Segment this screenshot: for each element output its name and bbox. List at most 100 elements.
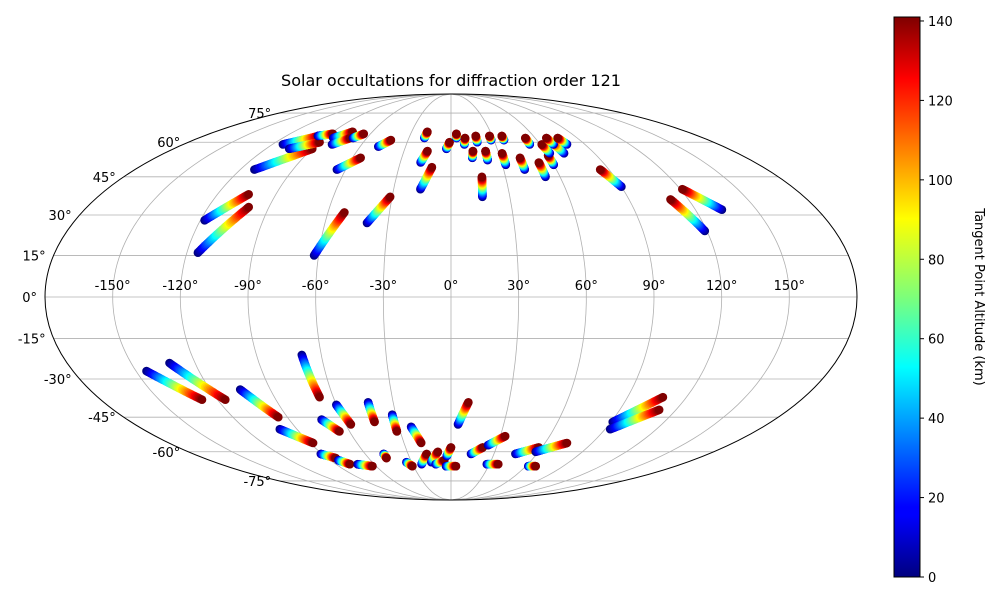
occultation-track [416,146,432,167]
track-point [423,127,432,137]
colorbar-tick-label: 140 [928,15,953,30]
track-point [370,417,379,427]
track-point [452,129,461,139]
occultation-track [481,146,492,165]
colorbar-gradient [893,16,921,578]
track-point [356,153,366,163]
occultation-track [471,131,482,147]
lon-tick-label: -60° [302,279,330,294]
graticule [45,94,857,500]
track-point [451,461,461,471]
colorbar: 0 20 40 60 80 100 120 140 Tangent Point Altitud… [893,15,986,586]
track-point [392,427,402,436]
track-point [386,135,396,145]
lon-tick-label: -90° [234,279,262,294]
track-point [531,461,540,471]
occultation-track [420,127,432,143]
colorbar-tick-label: 60 [928,333,945,348]
track-point [308,438,318,448]
colorbar-tick-label: 0 [928,571,936,586]
lon-tick-label: 120° [706,279,737,294]
track-point [460,133,470,143]
occultation-track [193,202,253,257]
occultation-track [332,153,366,174]
track-point [340,208,349,217]
track-point [382,453,391,463]
track-point [427,162,437,172]
lat-tick-label: 30° [49,209,72,224]
track-point [562,438,572,448]
track-point [359,129,369,139]
occultation-track [416,162,437,194]
track-point [678,184,687,194]
track-point [481,146,490,156]
lon-tick-label: 30° [507,279,530,294]
occultation-track [374,135,396,151]
colorbar-tick-label: 40 [928,412,945,427]
colorbar-tick-label: 100 [928,174,953,189]
occultation-tracks [142,127,727,471]
occultation-track [362,192,395,228]
lon-tick-label: -30° [369,279,397,294]
track-point [445,137,454,147]
lat-tick-label: -15° [18,333,46,348]
chart-title: Solar occultations for diffraction order… [281,71,621,90]
track-point [244,190,253,199]
lon-tick-label: 90° [642,279,665,294]
colorbar-ticks: 0 20 40 60 80 100 120 140 [920,15,953,586]
track-point [471,131,481,141]
lat-tick-label: 45° [93,171,116,186]
lon-tick-label: 150° [774,279,805,294]
occultation-track [284,137,324,154]
lat-tick-label: -60° [153,446,181,461]
track-point [221,395,230,405]
occultation-track [309,208,349,260]
track-point [542,133,551,143]
track-point [468,146,478,156]
occultation-track [442,137,454,154]
track-point [346,420,356,429]
occultation-track [460,133,470,149]
track-point [494,459,503,469]
track-point [654,405,664,415]
track-point [416,438,426,448]
colorbar-tick-label: 80 [928,253,945,268]
track-point [197,395,207,405]
occultation-track [348,129,369,143]
occultation-track [468,146,478,163]
colorbar-label: Tangent Point Altitude (km) [971,207,986,385]
lon-tick-label: -120° [162,279,198,294]
colorbar-tick-label: 120 [928,94,953,109]
lon-tick-label: -150° [95,279,131,294]
track-point [500,431,510,441]
track-point [464,398,473,407]
track-point [485,131,494,141]
track-point [446,443,456,452]
track-point [521,133,530,143]
lon-tick-label: 0° [444,279,459,294]
track-point [423,146,432,156]
track-point [534,158,544,167]
track-point [658,392,668,402]
lon-tick-label: 60° [575,279,598,294]
track-point [497,131,507,141]
lat-tick-label: 60° [157,136,180,151]
track-point [477,172,487,182]
track-point [595,165,605,174]
track-point [274,412,283,422]
occultation-track [452,129,461,143]
lat-tick-label: 15° [23,249,46,264]
track-point [408,461,417,471]
track-point [368,461,377,471]
occultation-track [482,459,503,469]
occultation-track [200,190,253,225]
track-point [315,392,324,402]
track-point [433,447,443,457]
lat-tick-label: 75° [248,107,271,122]
track-point [666,195,675,204]
occultation-track [441,461,461,471]
occultation-track [477,172,487,202]
track-point [345,459,355,469]
colorbar-tick-label: 20 [928,492,945,507]
